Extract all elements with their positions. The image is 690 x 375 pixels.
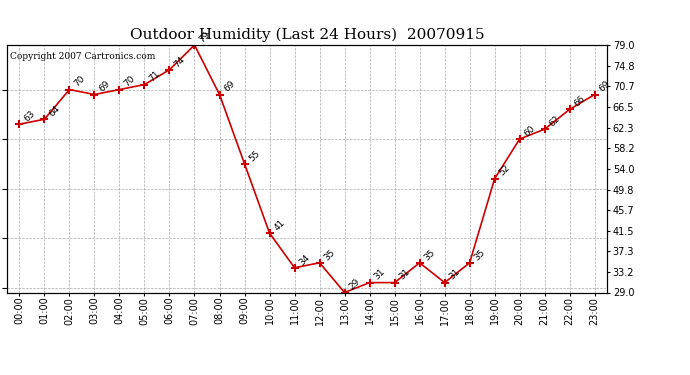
Text: 70: 70	[72, 74, 87, 89]
Text: 66: 66	[573, 94, 587, 109]
Text: 62: 62	[547, 114, 562, 128]
Text: 41: 41	[273, 218, 287, 232]
Text: 34: 34	[297, 253, 312, 267]
Text: 71: 71	[147, 69, 161, 84]
Text: 70: 70	[122, 74, 137, 89]
Text: 69: 69	[598, 79, 612, 94]
Text: 35: 35	[422, 248, 437, 262]
Text: 31: 31	[397, 267, 412, 282]
Text: 31: 31	[373, 267, 387, 282]
Text: 64: 64	[47, 104, 61, 118]
Text: 35: 35	[322, 248, 337, 262]
Text: 69: 69	[222, 79, 237, 94]
Title: Outdoor Humidity (Last 24 Hours)  20070915: Outdoor Humidity (Last 24 Hours) 2007091…	[130, 28, 484, 42]
Text: 29: 29	[347, 278, 362, 292]
Text: 55: 55	[247, 148, 262, 163]
Text: 35: 35	[473, 248, 487, 262]
Text: 74: 74	[172, 55, 187, 69]
Text: 60: 60	[522, 124, 537, 138]
Text: 31: 31	[447, 267, 462, 282]
Text: Copyright 2007 Cartronics.com: Copyright 2007 Cartronics.com	[10, 53, 155, 62]
Text: 79: 79	[197, 30, 212, 44]
Text: 69: 69	[97, 79, 112, 94]
Text: 63: 63	[22, 109, 37, 123]
Text: 52: 52	[497, 164, 512, 178]
